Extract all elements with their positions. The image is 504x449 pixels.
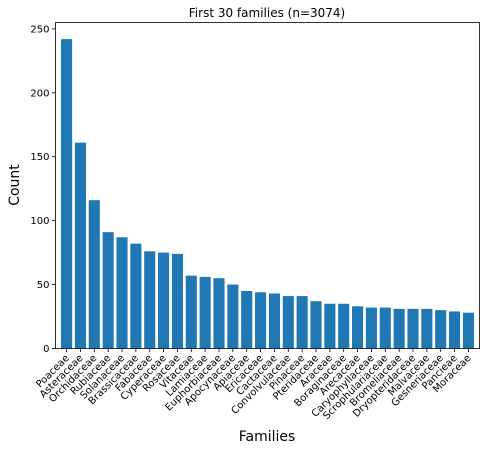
bar-convolvulaceae bbox=[282, 296, 294, 349]
bar-malvaceae bbox=[421, 308, 433, 349]
bar-orchidaceae bbox=[88, 200, 100, 349]
bar-lamiaceae bbox=[199, 276, 211, 349]
bar-rubiaceae bbox=[102, 232, 114, 349]
bar-bromeliaceae bbox=[393, 308, 405, 349]
bar-pancieae bbox=[449, 311, 461, 349]
y-tick-label: 50 bbox=[37, 280, 50, 291]
y-axis-label: Count bbox=[7, 164, 23, 206]
bar-apiaceae bbox=[241, 290, 253, 349]
bar-brassicaceae bbox=[130, 243, 142, 349]
y-axis-ticks: 0 50 100 150 200 250 bbox=[30, 24, 56, 355]
bar-ericaceae bbox=[255, 292, 267, 349]
bar-solanaceae bbox=[116, 237, 128, 349]
y-tick-label: 150 bbox=[30, 152, 49, 163]
plot-frame bbox=[55, 22, 480, 349]
bar-moraceae bbox=[462, 312, 474, 349]
bar-araceae bbox=[324, 303, 336, 349]
bar-poaceae bbox=[61, 39, 73, 349]
bar-cyperaceae bbox=[158, 252, 170, 349]
bar-vitaceae bbox=[185, 275, 197, 349]
bar-gesneriaceae bbox=[435, 310, 447, 349]
chart-title: First 30 families (n=3074) bbox=[189, 6, 345, 20]
y-tick-label: 250 bbox=[30, 24, 49, 35]
bar-cactaceae bbox=[268, 293, 280, 349]
bar-rosaceae bbox=[171, 253, 183, 349]
y-tick-label: 0 bbox=[43, 344, 49, 355]
bar-arecaceae bbox=[352, 306, 364, 349]
y-tick-label: 200 bbox=[30, 88, 49, 99]
bar-boraginaceae bbox=[338, 303, 350, 349]
bars-group bbox=[61, 39, 474, 349]
bar-asteraceae bbox=[74, 142, 86, 349]
bar-fabaceae bbox=[144, 251, 156, 349]
bar-dryopteridaceae bbox=[407, 308, 419, 349]
bar-apocynaceae bbox=[227, 284, 239, 349]
bar-caryophyllaceae bbox=[365, 307, 377, 349]
bar-scrophulariaceae bbox=[379, 307, 391, 349]
x-axis-label: Families bbox=[239, 429, 296, 445]
y-tick-label: 100 bbox=[30, 216, 49, 227]
bar-pinaceae bbox=[296, 296, 308, 349]
bar-pteridaceae bbox=[310, 301, 322, 349]
bar-euphorbiaceae bbox=[213, 278, 225, 349]
